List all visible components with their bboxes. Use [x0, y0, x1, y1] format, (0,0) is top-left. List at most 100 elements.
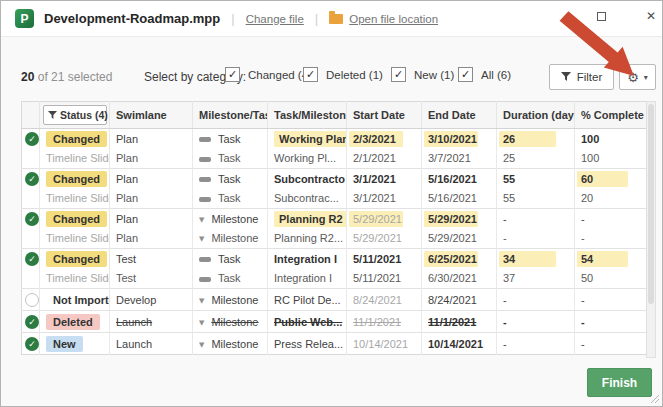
cell-duration: - — [497, 229, 575, 249]
task-bar-icon — [199, 177, 211, 182]
resize-grip[interactable] — [651, 395, 660, 404]
task-bar-icon — [199, 277, 211, 282]
cell-title: Integration I — [268, 269, 347, 289]
cell-swimlane: Launch — [110, 333, 193, 355]
finish-button[interactable]: Finish — [587, 368, 652, 397]
cell-swimlane: Plan — [110, 229, 193, 249]
cell-title: Subcontracto — [268, 169, 347, 189]
cell-status: Deleted — [40, 311, 110, 333]
cell-status: Not Imported — [40, 289, 110, 311]
row-selected-checkbox[interactable] — [25, 252, 39, 266]
cell-title: Planning R2 — [268, 209, 347, 229]
cell-type: ▼Milestone — [193, 289, 268, 311]
milestone-icon: ▼ — [199, 297, 204, 305]
status-badge: Deleted — [46, 314, 100, 330]
status-badge: Not Imported — [46, 292, 110, 308]
cell-status: Changed — [40, 169, 110, 189]
maximize-button[interactable] — [588, 5, 614, 27]
row-selected-checkbox[interactable] — [25, 315, 39, 329]
cell-duration: 55 — [497, 189, 575, 209]
table-subrow: Timeline Slide Plan Task Subcontrac... 3… — [22, 189, 647, 209]
cell-check — [22, 169, 40, 189]
separator: | — [231, 11, 234, 26]
cell-complete: - — [575, 311, 647, 333]
task-bar-icon — [199, 197, 211, 202]
table-row: Deleted Launch ▼Milestone Public Web... … — [22, 311, 647, 333]
row-selected-checkbox[interactable] — [25, 337, 39, 351]
cell-start: 2/1/2021 — [347, 149, 422, 169]
separator: | — [315, 11, 318, 26]
change-file-link[interactable]: Change file — [246, 13, 304, 25]
cell-check — [22, 189, 40, 209]
category-checkbox-all[interactable]: All (6) — [458, 67, 511, 82]
header-start-date: Start Date — [347, 102, 422, 129]
row-selected-checkbox[interactable] — [25, 172, 39, 186]
cell-title: Public Web... — [268, 311, 347, 333]
row-selected-checkbox[interactable] — [25, 293, 39, 307]
cell-duration: 26 — [497, 129, 575, 149]
cell-check — [22, 209, 40, 229]
cell-type: Task — [193, 129, 268, 149]
header-duration: Duration (days) — [497, 102, 575, 129]
open-file-location-link[interactable]: Open file location — [329, 13, 438, 25]
category-checkbox-changed[interactable]: Changed (4) — [225, 67, 312, 82]
cell-swimlane: Test — [110, 249, 193, 269]
import-items-table: Status (4) ▾ Swimlane Milestone/Task Tas… — [21, 101, 647, 355]
table-subrow: Timeline Slide Plan ▼Milestone Planning … — [22, 229, 647, 249]
table-row: Changed Plan ▼Milestone Planning R2 5/29… — [22, 209, 647, 229]
status-filter-button[interactable]: Status (4) ▾ — [43, 105, 107, 125]
cell-complete: 60 — [575, 169, 647, 189]
table-subrow: Timeline Slide Test Task Integration I 5… — [22, 269, 647, 289]
cell-title: RC Pilot De... — [268, 289, 347, 311]
category-checkbox-deleted[interactable]: Deleted (1) — [303, 67, 383, 82]
status-badge: New — [46, 336, 83, 352]
milestone-icon: ▼ — [199, 319, 204, 327]
cell-start: 5/29/2021 — [347, 229, 422, 249]
cell-check — [22, 311, 40, 333]
cell-swimlane: Plan — [110, 129, 193, 149]
status-badge: Changed — [46, 251, 107, 267]
dialog-body: 20 of 21 selected Select by category: Ch… — [1, 37, 662, 406]
settings-dropdown-button[interactable]: ⚙ ▾ — [619, 64, 656, 90]
vertical-scrollbar[interactable] — [646, 101, 656, 358]
cell-swimlane: Plan — [110, 169, 193, 189]
cell-status: Timeline Slide — [40, 189, 110, 209]
status-badge: Changed — [46, 131, 107, 147]
close-button[interactable]: ✕ — [638, 5, 663, 27]
cell-start: 5/11/2021 — [347, 249, 422, 269]
row-selected-checkbox[interactable] — [25, 132, 39, 146]
cell-type: ▼Milestone — [193, 229, 268, 249]
checkbox-icon — [391, 67, 406, 82]
cell-check — [22, 269, 40, 289]
cell-end: 5/29/2021 — [422, 209, 497, 229]
cell-duration: - — [497, 209, 575, 229]
table-row: Changed Test Task Integration I 5/11/202… — [22, 249, 647, 269]
cell-end: 5/16/2021 — [422, 189, 497, 209]
cell-start: 5/11/2021 — [347, 269, 422, 289]
cell-check — [22, 333, 40, 355]
cell-check — [22, 229, 40, 249]
cell-swimlane: Launch — [110, 311, 193, 333]
scrollbar-thumb[interactable] — [648, 104, 654, 304]
cell-type: Task — [193, 269, 268, 289]
cell-duration: 37 — [497, 269, 575, 289]
row-selected-checkbox[interactable] — [25, 212, 39, 226]
cell-start: 10/14/2021 — [347, 333, 422, 355]
cell-type: ▼Milestone — [193, 333, 268, 355]
filter-icon — [48, 111, 57, 120]
cell-complete: - — [575, 229, 647, 249]
table-row: Changed Plan Task Working Plan 2/3/2021 … — [22, 129, 647, 149]
cell-end: 10/14/2021 — [422, 333, 497, 355]
cell-status: New — [40, 333, 110, 355]
category-checkbox-new[interactable]: New (1) — [391, 67, 454, 82]
header-check — [22, 102, 40, 129]
cell-end: 5/29/2021 — [422, 229, 497, 249]
cell-status: Timeline Slide — [40, 229, 110, 249]
cell-end: 3/7/2021 — [422, 149, 497, 169]
status-badge: Changed — [46, 211, 107, 227]
cell-complete: - — [575, 289, 647, 311]
header-milestone-task: Milestone/Task — [193, 102, 268, 129]
cell-swimlane: Test — [110, 269, 193, 289]
cell-type: ▼Milestone — [193, 311, 268, 333]
filter-button[interactable]: Filter — [549, 64, 614, 90]
